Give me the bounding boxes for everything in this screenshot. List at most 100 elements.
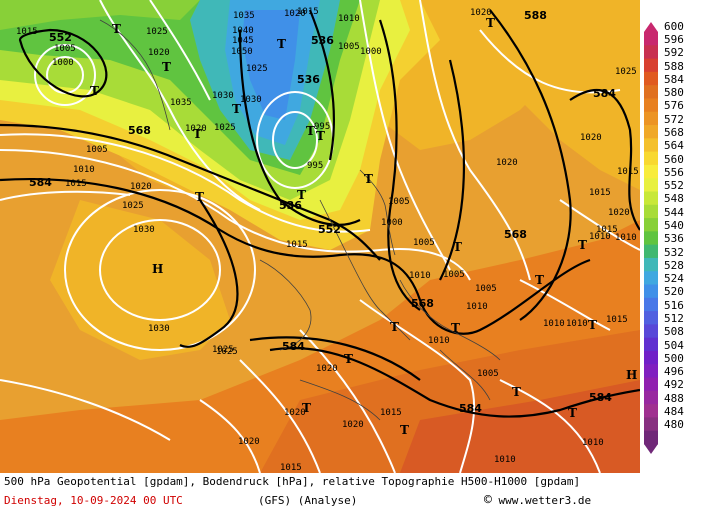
legend-swatch	[644, 430, 658, 445]
isobar-label: 1040	[232, 26, 254, 36]
low-symbol: T	[344, 352, 353, 366]
legend-swatch	[644, 337, 658, 352]
isobar-label: 1000	[381, 218, 403, 228]
isobar-label: 1025	[246, 64, 268, 74]
legend-colorbar	[644, 22, 658, 454]
legend-swatch	[644, 125, 658, 139]
legend-swatch	[644, 364, 658, 379]
isobar-label: 1020	[580, 133, 602, 143]
legend-swatch	[644, 244, 658, 259]
isobar-label: 1000	[360, 47, 382, 57]
gp-label: 568	[411, 297, 434, 310]
legend-swatch	[644, 85, 658, 99]
legend-value-label: 508	[664, 325, 684, 339]
legend-swatch	[644, 151, 658, 166]
source-link[interactable]: www.wetter3.de	[498, 494, 592, 507]
legend-swatch	[644, 257, 658, 272]
legend-bottom-arrow	[644, 444, 658, 454]
isobar-label: 1010	[428, 336, 450, 346]
legend-swatch	[644, 311, 658, 325]
isobar-label: 1000	[52, 58, 74, 68]
isobar-label: 1015	[589, 188, 611, 198]
legend-value-label: 592	[664, 46, 684, 60]
legend-swatch	[644, 178, 658, 192]
low-symbol: T	[195, 190, 204, 204]
isobar-label: 1050	[231, 47, 253, 57]
isobar-label: 1010	[409, 271, 431, 281]
copyright-icon: ©	[484, 493, 492, 508]
legend-swatch	[644, 377, 658, 392]
isobar-label: 1030	[212, 91, 234, 101]
isobar-label: 1015	[280, 463, 302, 473]
isobar-label: 995	[314, 122, 331, 132]
isobar-label: 1015	[286, 240, 308, 250]
caption-model: (GFS) (Analyse)	[258, 494, 358, 507]
legend-swatch	[644, 111, 658, 126]
legend-value-label: 524	[664, 272, 684, 286]
gp-label: 552	[318, 223, 341, 236]
caption-description: 500 hPa Geopotential [gpdam], Bodendruck…	[4, 475, 581, 488]
legend-top-arrow	[644, 22, 658, 32]
isobar-label: 1015	[380, 408, 402, 418]
isobar-label: 1025	[212, 345, 234, 355]
legend-value-label: 596	[664, 32, 684, 46]
legend-value-label: 488	[664, 391, 684, 405]
isobar-label: 1020	[148, 48, 170, 58]
fill-572-east	[500, 20, 640, 190]
isobar-label: 1030	[148, 324, 170, 334]
gp-label: 584	[459, 402, 482, 415]
gp-label: 536	[311, 34, 334, 47]
isobar-label: 1005	[86, 145, 108, 155]
legend-value-label: 572	[664, 112, 684, 126]
legend-swatch	[644, 297, 658, 312]
high-symbol: H	[626, 368, 638, 382]
legend-swatch	[644, 218, 658, 232]
low-symbol: T	[451, 321, 460, 335]
isobar-label: 1020	[496, 158, 518, 168]
isobar-label: 1020	[470, 8, 492, 18]
low-symbol: T	[453, 240, 462, 254]
gp-label: 584	[589, 391, 612, 404]
legend-value-label: 496	[664, 365, 684, 379]
gp-label: 536	[297, 73, 320, 86]
legend-swatch	[644, 98, 658, 113]
legend-swatch	[644, 32, 658, 46]
isobar-label: 1010	[494, 455, 516, 465]
isobar-label: 1005	[54, 44, 76, 54]
isobar-label: 1015	[65, 179, 87, 189]
caption-source: © www.wetter3.de	[484, 493, 591, 508]
legend-value-label: 552	[664, 179, 684, 193]
gp-label: 552	[49, 31, 72, 44]
low-symbol: T	[193, 127, 202, 141]
low-symbol: T	[90, 84, 99, 98]
isobar-label: 1005	[413, 238, 435, 248]
legend-swatch	[644, 204, 658, 219]
legend-value-label: 584	[664, 72, 684, 86]
high-symbol: H	[152, 262, 164, 276]
legend-value-label: 564	[664, 139, 684, 153]
isobar-label: 1045	[232, 36, 254, 46]
legend-value-label: 520	[664, 285, 684, 299]
isobar-label: 1015	[606, 315, 628, 325]
isobar-label: 1025	[146, 27, 168, 37]
legend-swatch	[644, 45, 658, 60]
gp-label: 536	[279, 199, 302, 212]
isobar-label: 995	[307, 161, 324, 171]
low-symbol: T	[297, 188, 306, 202]
low-symbol: T	[277, 37, 286, 51]
legend-value-label: 568	[664, 125, 684, 139]
isobar-label: 1025	[216, 347, 238, 357]
isobar-label: 1020	[316, 364, 338, 374]
legend-swatch	[644, 404, 658, 418]
legend-value-label: 544	[664, 205, 684, 219]
isobar-label: 1010	[589, 232, 611, 242]
legend-value-label: 500	[664, 351, 684, 365]
low-symbol: T	[232, 102, 241, 116]
low-symbol: T	[162, 60, 171, 74]
legend-value-label: 560	[664, 152, 684, 166]
isobar-label: 1025	[122, 201, 144, 211]
low-symbol: T	[535, 273, 544, 287]
gp-label: 584	[593, 87, 616, 100]
isobar-label: 1020	[284, 9, 306, 19]
isobar-label: 1030	[133, 225, 155, 235]
